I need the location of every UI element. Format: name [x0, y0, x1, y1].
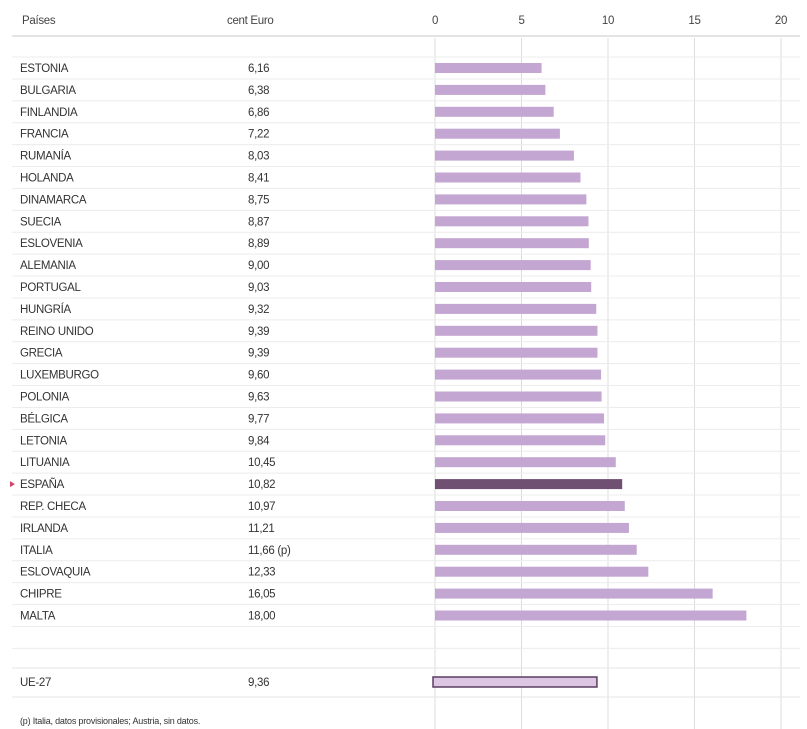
country-label: RUMANÍA [20, 150, 72, 163]
value-label: 11,66 (p) [248, 545, 291, 557]
bar [435, 63, 542, 73]
country-label: POLONIA [20, 392, 70, 404]
value-label: 9,63 [248, 392, 269, 404]
bar [435, 369, 602, 380]
country-label: ESLOVAQUIA [20, 567, 91, 579]
bar [435, 325, 598, 336]
x-tick-label: 5 [518, 15, 524, 27]
value-label: 16,05 [248, 589, 275, 601]
country-label: SUECIA [20, 216, 62, 228]
x-axis-ticks: 0 5 10 15 20 [432, 15, 787, 27]
country-label: IRLANDA [20, 523, 68, 535]
bar [435, 347, 598, 358]
country-label: ESTONIA [20, 63, 69, 75]
value-label: 8,89 [248, 238, 269, 250]
country-label: REP. CHECA [20, 501, 86, 513]
country-label: PORTUGAL [20, 282, 82, 294]
value-label: 7,22 [248, 129, 269, 141]
bar [435, 566, 649, 577]
bar [435, 544, 637, 555]
country-label: LUXEMBURGO [20, 370, 99, 382]
value-label: 9,84 [248, 435, 270, 447]
header-countries: Países [22, 15, 56, 27]
value-label: 11,21 [248, 523, 274, 535]
bar [435, 194, 587, 205]
value-label: 18,00 [248, 611, 275, 623]
country-label: ITALIA [20, 545, 53, 557]
value-label: 10,97 [248, 501, 275, 513]
bar [435, 522, 629, 533]
value-label: 9,77 [248, 413, 269, 425]
value-label: 12,33 [248, 567, 275, 579]
bar [435, 106, 554, 117]
bar [435, 172, 581, 183]
bar [435, 303, 597, 314]
eu-average-row: UE-27 9,36 [20, 676, 598, 689]
value-label: 6,16 [248, 63, 269, 75]
bar [435, 435, 606, 446]
average-label: UE-27 [20, 677, 51, 689]
country-label: ESLOVENIA [20, 238, 83, 250]
bar [435, 413, 605, 424]
header-cent-euro: cent Euro [227, 15, 274, 27]
value-label: 9,39 [248, 326, 269, 338]
bar [435, 128, 560, 139]
country-label: LITUANIA [20, 457, 70, 469]
country-label: BULGARIA [20, 85, 76, 97]
bar [435, 610, 747, 621]
bar [435, 150, 574, 161]
x-tick-label: 10 [602, 15, 614, 27]
country-label: MALTA [20, 611, 56, 623]
grid-lines [12, 35, 800, 729]
value-label: 8,41 [248, 173, 269, 185]
bar [435, 501, 625, 511]
value-label: 9,00 [248, 260, 269, 272]
value-label: 9,60 [248, 370, 269, 382]
value-label: 6,86 [248, 107, 269, 119]
bar [435, 84, 546, 95]
bar [435, 238, 589, 249]
value-label: 8,03 [248, 151, 269, 163]
country-label: HUNGRÍA [20, 303, 72, 316]
bar [435, 588, 713, 599]
country-label: GRECIA [20, 348, 63, 360]
country-label: FINLANDIA [20, 107, 78, 119]
bar [435, 391, 602, 402]
country-label: FRANCIA [20, 129, 69, 141]
country-label: ALEMANIA [20, 260, 76, 272]
bar [435, 260, 591, 271]
country-label: HOLANDA [20, 173, 74, 185]
highlight-marker-icon [10, 481, 15, 488]
value-label: 9,39 [248, 348, 269, 360]
country-label: REINO UNIDO [20, 326, 94, 338]
bar [435, 457, 616, 468]
value-label: 9,32 [248, 304, 269, 316]
country-label: ESPAÑA [20, 478, 65, 491]
country-label: DINAMARCA [20, 194, 87, 206]
bar [435, 216, 589, 227]
country-rows: ESTONIA 6,16 BULGARIA 6,38 FINLANDIA 6,86 FRAN… [10, 63, 747, 623]
x-tick-label: 15 [688, 15, 700, 27]
value-label: 8,87 [248, 216, 269, 228]
average-value-label: 9,36 [248, 677, 269, 689]
average-bar [432, 676, 598, 688]
bar-highlight [435, 479, 623, 490]
footnote: (p) Italia, datos provisionales; Austria… [20, 716, 200, 726]
value-label: 6,38 [248, 85, 269, 97]
country-label: BÉLGICA [20, 412, 68, 425]
bar [435, 282, 592, 292]
x-tick-label: 0 [432, 15, 438, 27]
value-label: 8,75 [248, 194, 269, 206]
country-label: LETONIA [20, 435, 68, 447]
value-label: 10,45 [248, 457, 275, 469]
country-label: CHIPRE [20, 589, 62, 601]
value-label: 10,82 [248, 479, 275, 491]
x-tick-label: 20 [775, 15, 787, 27]
value-label: 9,03 [248, 282, 269, 294]
